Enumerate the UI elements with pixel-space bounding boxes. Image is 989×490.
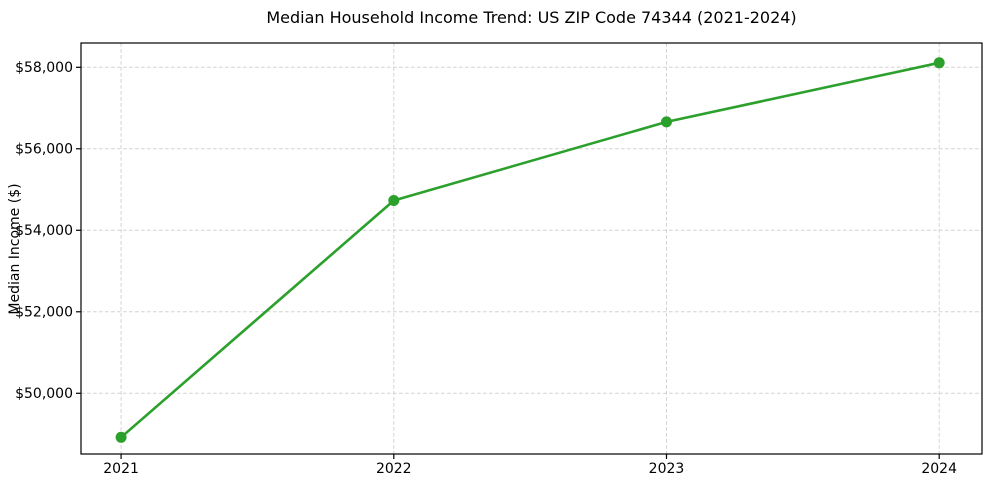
y-tick-label: $56,000 [15, 141, 73, 157]
trend-line [120, 61, 940, 439]
chart-title: Median Household Income Trend: US ZIP Co… [266, 8, 797, 27]
y-tick-label: $58,000 [15, 60, 73, 76]
series-layer [115, 57, 945, 443]
x-tick-label: 2023 [649, 461, 685, 477]
x-tick-label: 2021 [103, 461, 139, 477]
x-tick-label: 2024 [921, 461, 957, 477]
data-point-2021 [115, 431, 127, 443]
y-axis-label: Median Income ($) [7, 183, 23, 315]
data-point-2023 [661, 116, 672, 128]
y-tick-label: $52,000 [15, 304, 73, 320]
plot-border [80, 42, 983, 455]
y-tick-label: $54,000 [15, 223, 73, 239]
data-point-2024 [933, 57, 945, 69]
x-tick-label: 2022 [376, 461, 412, 477]
y-tick-label: $50,000 [15, 386, 73, 402]
data-point-2022 [388, 195, 400, 206]
tick-layer: $50,000 $52,000 $54,000 $56,000 $58,000 2021 2… [15, 60, 957, 477]
grid-layer [81, 43, 982, 454]
